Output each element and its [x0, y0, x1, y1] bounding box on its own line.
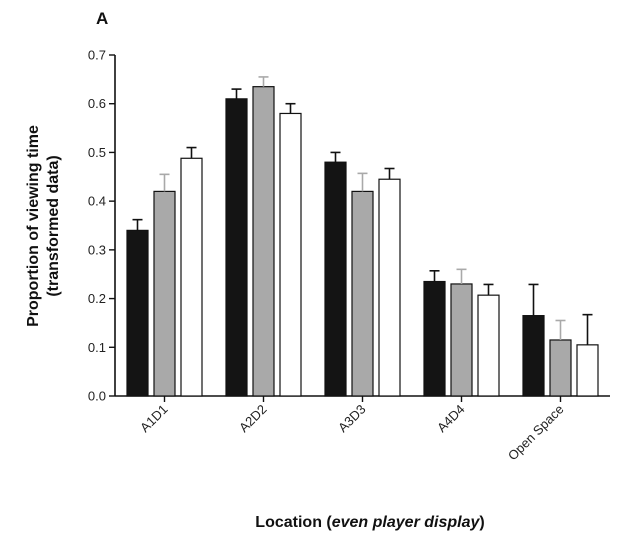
bar: [549, 339, 572, 397]
bar: [423, 280, 446, 397]
bars: [126, 86, 599, 397]
x-tick-label: A4D4: [434, 402, 468, 436]
bar: [378, 178, 401, 397]
y-axis-title: Proportion of viewing time (transformed …: [25, 125, 62, 327]
y-axis-title-line1: Proportion of viewing time: [25, 125, 42, 327]
y-tick-label: 0.7: [88, 48, 106, 63]
y-ticks: 0.0 0.1 0.2 0.3 0.4 0.5 0.6 0.7: [88, 48, 115, 404]
x-ticks: A1D1 A2D2 A3D3 A4D4 Open Space: [137, 396, 567, 463]
bar: [450, 283, 473, 397]
bar: [126, 229, 149, 397]
y-tick-label: 0.6: [88, 96, 106, 111]
bar: [477, 294, 500, 397]
bar: [576, 344, 599, 397]
x-axis-title-suffix: ): [479, 514, 484, 531]
x-axis-title: Location (even player display): [255, 514, 484, 531]
bar: [225, 98, 248, 397]
bar: [252, 86, 275, 397]
x-tick-label: Open Space: [505, 402, 567, 464]
error-bars: [132, 76, 593, 345]
bar: [279, 112, 302, 397]
bar: [324, 161, 347, 397]
bar: [522, 315, 545, 397]
y-tick-label: 0.4: [88, 194, 106, 209]
bar: [153, 190, 176, 397]
y-axis-title-line2: (transformed data): [45, 155, 62, 296]
y-tick-label: 0.0: [88, 389, 106, 404]
y-tick-label: 0.2: [88, 291, 106, 306]
x-axis-title-prefix: Location (: [255, 514, 332, 531]
y-tick-label: 0.1: [88, 340, 106, 355]
bar: [180, 157, 203, 397]
panel-label: A: [96, 9, 108, 28]
x-tick-label: A1D1: [137, 402, 171, 436]
y-tick-label: 0.5: [88, 145, 106, 160]
bar: [351, 190, 374, 397]
x-axis-title-italic: even player display: [332, 514, 481, 531]
x-tick-label: A2D2: [236, 402, 270, 436]
x-tick-label: A3D3: [335, 402, 369, 436]
y-tick-label: 0.3: [88, 242, 106, 257]
